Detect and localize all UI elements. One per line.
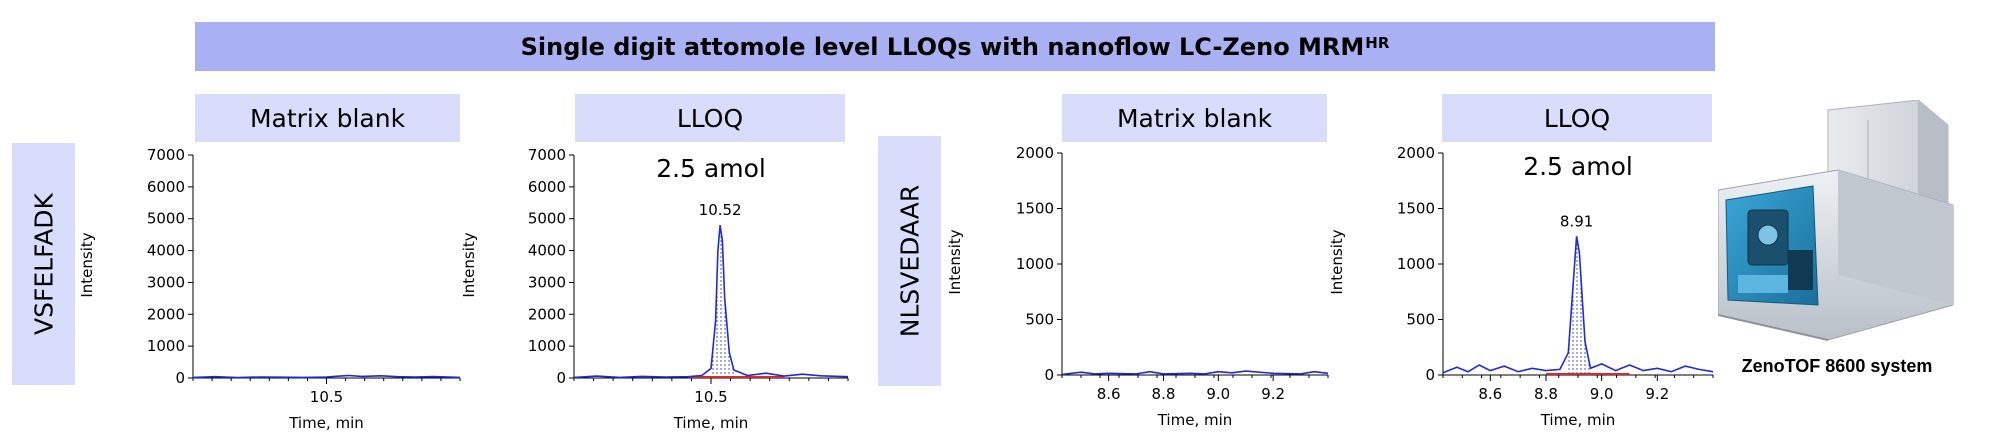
trace-line [573,224,849,379]
y-axis-title: Intensity [1328,229,1346,294]
x-tick-label: 8.6 [1097,385,1121,403]
x-axis-title: Time, min [1540,411,1616,429]
y-tick-label: 1500 [1016,200,1054,218]
y-tick-label: 1000 [528,337,566,355]
peak-label: 8.91 [1560,212,1593,230]
chart-1: 0 1000 2000 3000 4000 5000 6000 7000 10.5 Time, m… [78,146,461,432]
x-tick-label: 10.5 [310,388,343,406]
y-tick-label: 3000 [147,273,185,291]
x-tick-label: 8.6 [1478,385,1502,403]
chart-2: 0 1000 2000 3000 4000 5000 6000 7000 10.5 Time, m… [460,146,849,432]
y-tick-label: 4000 [147,242,185,260]
x-axis-title: Time, min [1157,411,1233,429]
y-tick-label: 7000 [147,146,185,164]
y-tick-label: 0 [175,369,185,387]
x-tick-label: 9.0 [1590,385,1614,403]
panel-title-3: Matrix blank [1062,94,1327,142]
y-tick-label: 1000 [147,337,185,355]
y-tick-label: 0 [1044,366,1054,384]
row-label-1: VSFELFADK [12,143,75,385]
y-tick-label: 6000 [147,178,185,196]
amount-annotation: 2.5 amol [1523,152,1633,181]
x-tick-label: 8.8 [1152,385,1176,403]
y-axis-title: Intensity [460,232,478,297]
peak-fill [1568,236,1591,375]
y-tick-label: 4000 [528,242,566,260]
x-axis-title: Time, min [673,414,749,432]
y-tick-label: 2000 [1016,144,1054,162]
banner-text: Single digit attomole level LLOQs with n… [520,32,1365,61]
panel-title-2: LLOQ [575,94,845,142]
x-tick-label: 10.5 [694,388,727,406]
peak-label: 10.52 [699,201,742,219]
x-tick-label: 9.2 [1645,385,1669,403]
y-tick-label: 2000 [147,305,185,323]
y-tick-label: 6000 [528,178,566,196]
trace-line [1061,370,1329,376]
y-tick-label: 2000 [1397,144,1435,162]
y-axis-title: Intensity [78,232,96,297]
panel-title-1: Matrix blank [195,94,460,142]
row-label-2: NLSVEDAAR [878,136,941,386]
x-axis-title: Time, min [288,414,364,432]
amount-annotation: 2.5 amol [656,154,766,183]
banner-superscript: HR [1365,33,1390,52]
y-tick-label: 1000 [1016,255,1054,273]
trace-line [192,374,461,379]
banner-title: Single digit attomole level LLOQs with n… [195,22,1715,71]
x-tick-label: 9.2 [1261,385,1285,403]
y-tick-label: 5000 [147,210,185,228]
mass-spectrometer-image [1718,100,1954,341]
y-tick-label: 5000 [528,210,566,228]
instrument-caption: ZenoTOF 8600 system [1741,356,1933,376]
x-tick-label: 9.0 [1206,385,1230,403]
y-tick-label: 0 [1425,366,1435,384]
y-tick-label: 1000 [1397,255,1435,273]
y-tick-label: 2000 [528,305,566,323]
y-tick-label: 500 [1025,311,1054,329]
y-axis-title: Intensity [946,229,964,294]
y-tick-label: 1500 [1397,200,1435,218]
chart-4: 0 500 1000 1500 2000 8.6 8.8 9.0 9.2 Time, min Int… [1328,144,1714,429]
trace-line [1442,236,1714,374]
chart-3: 0 500 1000 1500 2000 8.6 8.8 9.0 9.2 Time, min Int… [946,144,1329,429]
y-tick-label: 0 [556,369,566,387]
x-tick-label: 8.8 [1534,385,1558,403]
y-tick-label: 3000 [528,273,566,291]
y-tick-label: 500 [1406,311,1435,329]
panel-title-4: LLOQ [1442,94,1712,142]
y-tick-label: 7000 [528,146,566,164]
